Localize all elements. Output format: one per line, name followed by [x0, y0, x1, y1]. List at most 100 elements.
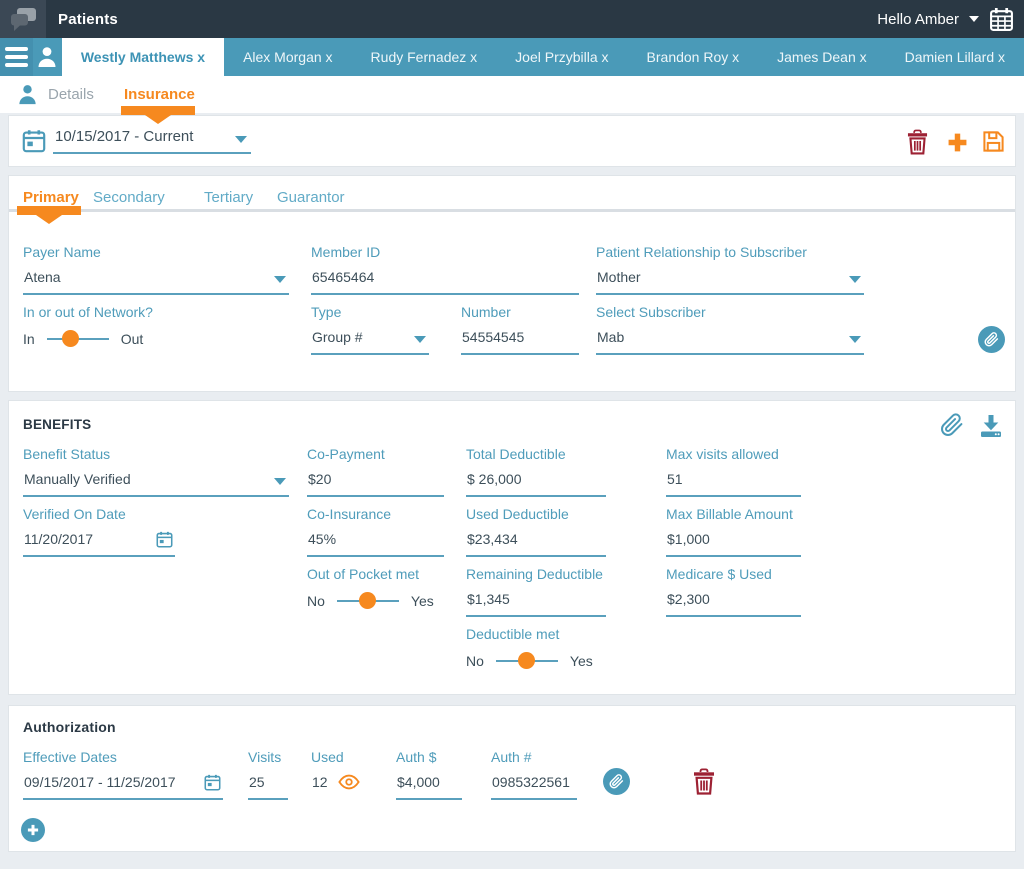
tab-tertiary[interactable]: Tertiary — [204, 189, 254, 206]
effective-dates-input[interactable]: 09/15/2017 - 11/25/2017 — [23, 772, 223, 800]
calendar-icon[interactable] — [156, 531, 173, 548]
chat-button[interactable] — [0, 0, 46, 38]
remaining-deductible-input[interactable]: $1,345 — [466, 589, 606, 617]
max-visits-input[interactable]: 51 — [666, 469, 801, 497]
patient-tab[interactable]: Rudy Fernadez x — [370, 49, 478, 65]
authorization-card: Authorization Effective Dates 09/15/2017… — [8, 705, 1016, 852]
calendar-icon — [22, 130, 46, 153]
visits-field: Visits 25 — [248, 749, 288, 800]
remaining-deductible-field: Remaining Deductible $1,345 — [466, 566, 606, 617]
verified-on-input[interactable]: 11/20/2017 — [23, 529, 175, 557]
tab-details[interactable]: Details — [48, 86, 94, 103]
max-billable-field: Max Billable Amount $1,000 — [666, 506, 801, 557]
co-payment-input[interactable]: $20 — [307, 469, 444, 497]
delete-coverage-button[interactable] — [907, 129, 928, 155]
patient-tab[interactable]: Damien Lillard x — [904, 49, 1005, 65]
total-deductible-input[interactable]: $ 26,000 — [466, 469, 606, 497]
toggle-knob[interactable] — [517, 652, 535, 669]
authorization-title: Authorization — [23, 719, 116, 735]
user-greeting[interactable]: Hello Amber — [877, 10, 959, 28]
chevron-down-icon — [235, 136, 247, 143]
add-patient-tab-button[interactable] — [33, 38, 62, 76]
save-button[interactable] — [982, 130, 1005, 153]
chevron-down-icon — [849, 336, 861, 343]
top-bar: Patients Hello Amber — [0, 0, 1024, 38]
used-deductible-field: Used Deductible $23,434 — [466, 506, 606, 557]
attach-file-button[interactable] — [940, 413, 964, 437]
tab-primary[interactable]: Primary — [23, 189, 79, 206]
add-authorization-button[interactable] — [21, 818, 45, 842]
used-field: Used 12 — [311, 749, 362, 798]
auth-amount-field: Auth $ $4,000 — [396, 749, 462, 800]
calendar-icon[interactable] — [989, 7, 1014, 32]
auth-number-field: Auth # 0985322561 — [491, 749, 577, 800]
attach-file-button[interactable] — [978, 326, 1005, 353]
co-insurance-input[interactable]: 45% — [307, 529, 444, 557]
field-label: Used Deductible — [466, 506, 569, 522]
max-billable-input[interactable]: $1,000 — [666, 529, 801, 557]
field-label: In or out of Network? — [23, 304, 153, 320]
network-toggle[interactable]: In Out — [23, 330, 144, 347]
field-label: Auth # — [491, 749, 532, 765]
eye-icon[interactable] — [337, 774, 360, 790]
coverage-period-select[interactable]: 10/15/2017 - Current — [53, 124, 251, 154]
patient-tab[interactable]: Joel Przybilla x — [515, 49, 609, 65]
benefits-card: BENEFITS Benefit Status Manually Verifie… — [8, 400, 1016, 695]
auth-number-input[interactable]: 0985322561 — [491, 772, 577, 800]
chevron-down-icon[interactable] — [969, 16, 979, 22]
payer-name-field: Payer Name Atena — [23, 244, 289, 295]
attach-file-button[interactable] — [603, 768, 630, 795]
subscriber-select[interactable]: Mab — [596, 327, 864, 355]
delete-authorization-button[interactable] — [693, 768, 715, 795]
primary-insurance-card: Primary Secondary Tertiary Guarantor Pay… — [8, 175, 1016, 392]
out-of-pocket-toggle[interactable]: No Yes — [307, 592, 434, 609]
field-label: Payer Name — [23, 244, 101, 260]
total-deductible-field: Total Deductible $ 26,000 — [466, 446, 606, 497]
field-label: Effective Dates — [23, 749, 117, 765]
calendar-icon[interactable] — [204, 774, 221, 791]
field-label: Co-Insurance — [307, 506, 392, 522]
auth-amount-input[interactable]: $4,000 — [396, 772, 462, 800]
field-label: Benefit Status — [23, 446, 111, 462]
deductible-met-toggle[interactable]: No Yes — [466, 652, 593, 669]
number-input[interactable]: 54554545 — [461, 327, 579, 355]
tab-secondary[interactable]: Secondary — [93, 189, 165, 206]
visits-input[interactable]: 25 — [248, 772, 288, 800]
paperclip-icon — [984, 332, 999, 347]
medicare-used-input[interactable]: $2,300 — [666, 589, 801, 617]
chevron-down-icon — [274, 276, 286, 283]
add-coverage-button[interactable] — [947, 132, 968, 153]
tab-insurance[interactable]: Insurance — [124, 86, 195, 103]
used-value: 12 — [311, 772, 362, 798]
verified-on-field: Verified On Date 11/20/2017 — [23, 506, 175, 557]
type-select[interactable]: Group # — [311, 327, 429, 355]
toggle-knob[interactable] — [358, 592, 376, 609]
benefit-status-select[interactable]: Manually Verified — [23, 469, 289, 497]
benefits-title: BENEFITS — [23, 417, 92, 432]
field-label: Medicare $ Used — [666, 566, 772, 582]
patient-tab[interactable]: Brandon Roy x — [646, 49, 740, 65]
patient-tab[interactable]: Westly Matthews x — [61, 38, 225, 76]
tab-guarantor[interactable]: Guarantor — [277, 189, 345, 206]
deductible-met-field: Deductible met No Yes — [466, 626, 593, 669]
field-label: Max Billable Amount — [666, 506, 793, 522]
member-id-input[interactable]: 65465464 — [311, 267, 579, 295]
active-tab-marker — [121, 106, 195, 124]
patient-tab[interactable]: James Dean x — [777, 49, 867, 65]
field-label: Deductible met — [466, 626, 560, 642]
field-label: Patient Relationship to Subscriber — [596, 244, 807, 260]
relationship-select[interactable]: Mother — [596, 267, 864, 295]
payer-name-select[interactable]: Atena — [23, 267, 289, 295]
download-button[interactable] — [979, 414, 1003, 438]
toggle-knob[interactable] — [61, 330, 79, 347]
person-icon — [38, 47, 56, 67]
patient-tab[interactable]: Alex Morgan x — [243, 49, 333, 65]
tabs-divider — [9, 209, 1015, 212]
number-field: Number 54554545 — [461, 304, 579, 355]
hamburger-menu-button[interactable] — [0, 38, 33, 76]
used-deductible-input[interactable]: $23,434 — [466, 529, 606, 557]
field-label: Max visits allowed — [666, 446, 779, 462]
field-label: Select Subscriber — [596, 304, 706, 320]
chat-icon — [10, 7, 36, 31]
co-insurance-field: Co-Insurance 45% — [307, 506, 444, 557]
